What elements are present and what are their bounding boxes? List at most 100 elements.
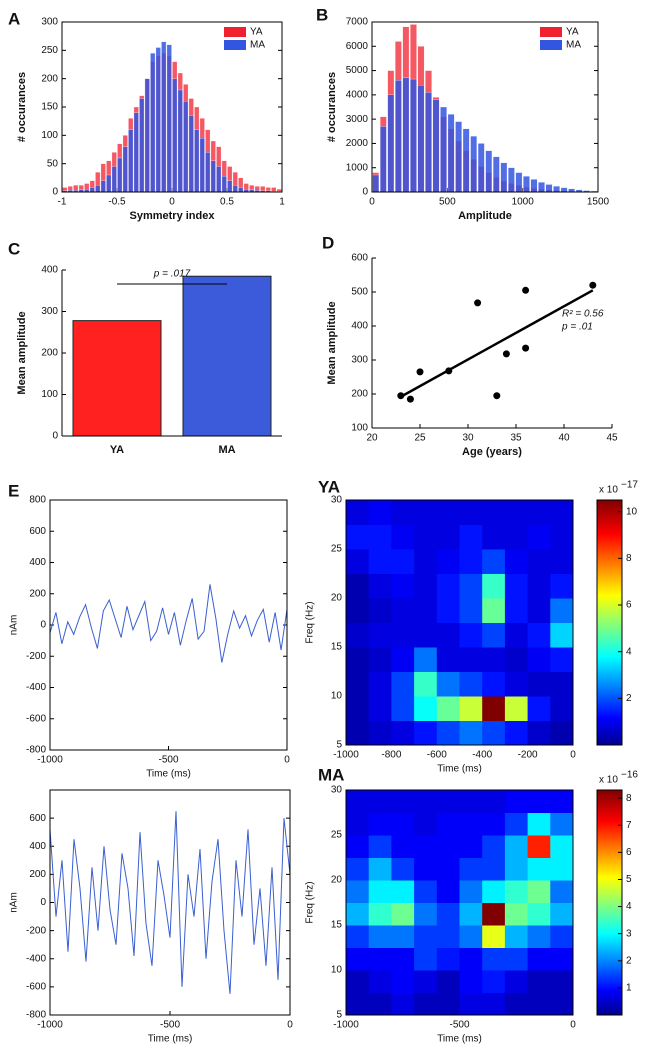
heatmap-cell: [414, 671, 438, 697]
heatmap-cell: [459, 880, 483, 903]
heatmap-cell: [482, 647, 506, 672]
heatmap-cell: [391, 549, 415, 574]
histogram-bar: [89, 187, 95, 193]
histogram-bar: [515, 172, 523, 193]
heatmap-cell: [504, 880, 529, 903]
histogram-bar: [402, 77, 410, 193]
y-axis-label: # occurances: [326, 72, 338, 142]
heatmap-cell: [368, 835, 392, 858]
y-axis-label: # occurances: [16, 72, 28, 142]
heatmap-cell: [527, 671, 551, 697]
heatmap-cell: [482, 790, 506, 813]
heatmap-cell: [414, 970, 438, 993]
heatmap-cell: [459, 720, 483, 746]
histogram-bar: [133, 112, 139, 193]
heatmap-cell: [482, 671, 506, 697]
histogram-bar: [372, 174, 380, 193]
heatmap-cell: [459, 598, 483, 623]
heatmap-cell: [414, 524, 438, 550]
y-tick-label: 400: [29, 557, 46, 568]
heatmap-cell: [391, 992, 415, 1016]
x-tick-label: 1: [279, 197, 285, 208]
heatmap-cell: [550, 549, 574, 574]
heatmap-cell: [527, 573, 551, 599]
heatmap-cell: [527, 720, 551, 746]
histogram-bar: [238, 187, 244, 193]
histogram-bar: [216, 166, 222, 193]
heatmap-cell: [550, 598, 574, 623]
heatmap-cell: [436, 790, 460, 813]
y-tick-label: 200: [29, 588, 46, 599]
y-tick-label: 600: [29, 526, 46, 537]
panel-label: C: [8, 239, 20, 258]
heatmap-cell: [346, 947, 370, 971]
heatmap-cell: [527, 647, 551, 672]
heatmap-cell: [414, 622, 438, 648]
histogram-bar: [150, 53, 156, 193]
y-tick-label: 5: [336, 1010, 342, 1021]
heatmap-cell: [368, 671, 392, 697]
heatmap-cell: [346, 622, 370, 648]
heatmap-cell: [414, 880, 438, 903]
colorbar-tick-label: 2: [626, 955, 632, 966]
histogram-bar: [462, 128, 470, 193]
heatmap-cell: [391, 622, 415, 648]
heatmap-cell: [414, 549, 438, 574]
heatmap-cell: [436, 902, 460, 926]
heatmap-cell: [436, 671, 460, 697]
x-tick-label: YA: [110, 444, 124, 456]
point: [522, 286, 530, 294]
heatmap-cell: [368, 947, 392, 971]
heatmap-cell: [527, 857, 551, 881]
heatmap-cell: [482, 947, 506, 971]
y-tick-label: 50: [47, 158, 59, 169]
heatmap-cell: [436, 696, 460, 721]
legend-label: MA: [250, 40, 265, 51]
heatmap-cell: [504, 925, 529, 948]
histogram-bar: [194, 129, 200, 193]
histogram-bar: [560, 187, 568, 193]
heatmap-cell: [459, 790, 483, 813]
histogram-bar: [538, 182, 545, 193]
heatmap-cell: [414, 573, 438, 599]
heatmap-cell: [368, 622, 392, 648]
panel-label: A: [8, 9, 20, 28]
heatmap-cell: [391, 524, 415, 550]
histogram-bar: [395, 80, 402, 193]
point: [502, 350, 510, 358]
histogram-bar: [172, 78, 178, 193]
panel-label: D: [322, 233, 334, 252]
x-tick-label: 40: [558, 433, 570, 444]
heatmap-cell: [368, 720, 392, 746]
y-axis-label: Mean amplitude: [16, 311, 28, 394]
heatmap-cell: [482, 925, 506, 948]
trace: [49, 584, 288, 663]
heatmap-cell: [346, 598, 370, 623]
histogram-bar: [188, 115, 194, 193]
heatmap-cell: [346, 835, 370, 858]
histogram-bar: [485, 150, 493, 193]
heatmap-cell: [459, 647, 483, 672]
heatmap-cell: [391, 857, 415, 881]
heatmap-cell: [391, 671, 415, 697]
heatmap-cell: [414, 857, 438, 881]
heatmap-cell: [391, 835, 415, 858]
y-tick-label: 6000: [346, 41, 369, 52]
heatmap-cell: [527, 598, 551, 623]
heatmap-cell: [527, 902, 551, 926]
y-tick-label: 5: [336, 740, 342, 751]
y-tick-label: 250: [41, 45, 58, 56]
histogram-bar: [161, 41, 167, 193]
y-tick-label: 300: [41, 17, 58, 28]
histogram-bar: [545, 184, 553, 193]
histogram-bar: [500, 162, 508, 193]
heatmap-cell: [504, 647, 529, 672]
axes-frame: [371, 21, 599, 193]
y-tick-label: 20: [331, 593, 343, 604]
histogram-bar: [530, 179, 538, 193]
heatmap-cell: [391, 573, 415, 599]
x-tick-label: 35: [510, 433, 522, 444]
colorbar-tick-label: 4: [626, 901, 632, 912]
heatmap-cell: [482, 970, 506, 993]
